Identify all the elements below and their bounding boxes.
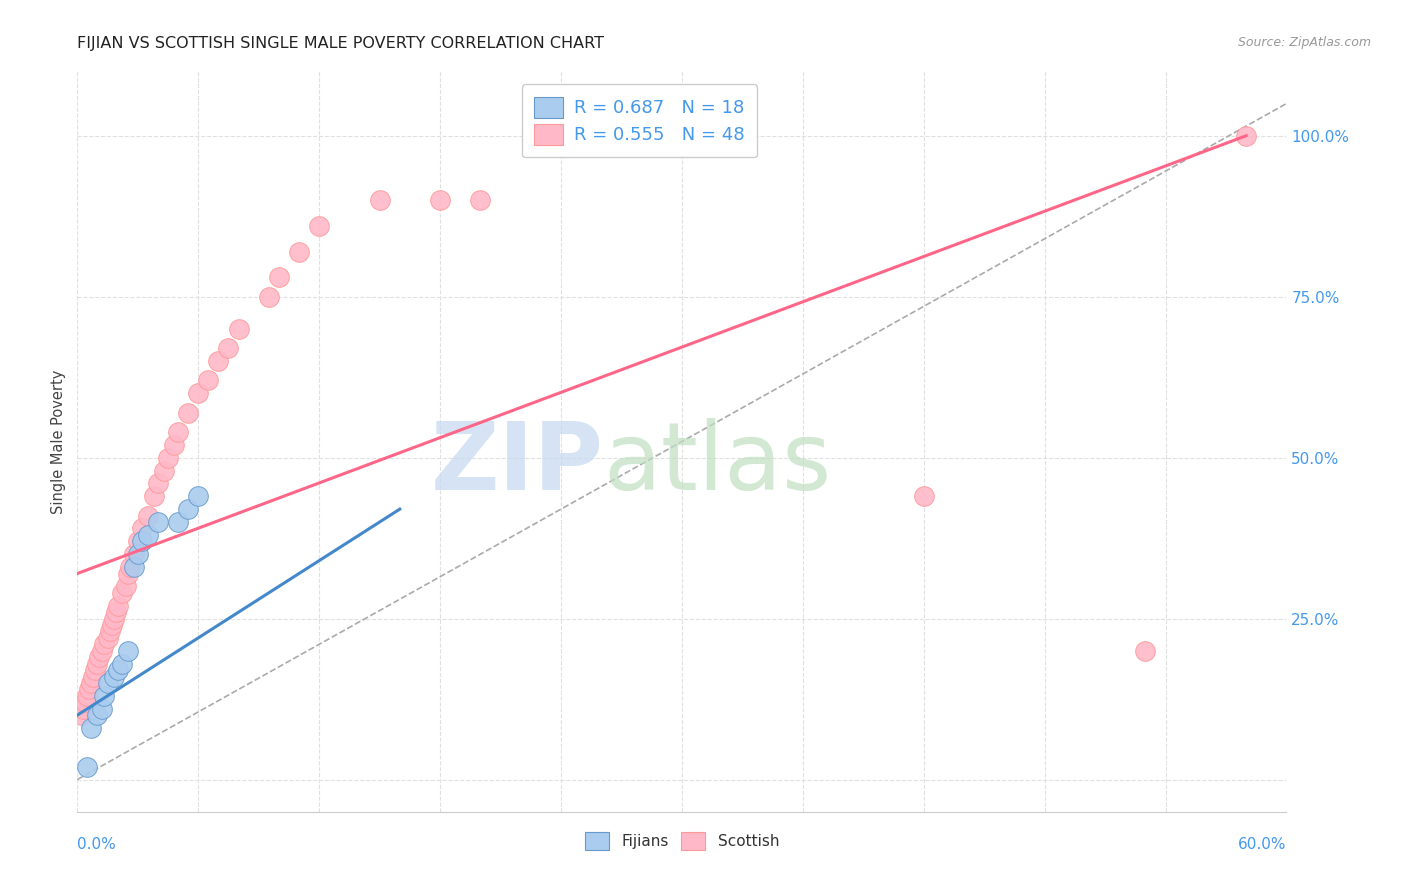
Point xyxy=(912,489,935,503)
Point xyxy=(167,515,190,529)
Point xyxy=(114,579,136,593)
Point xyxy=(122,547,145,561)
Legend: Fijians, Scottish: Fijians, Scottish xyxy=(579,826,785,856)
Point xyxy=(146,476,169,491)
Point xyxy=(90,702,112,716)
Point xyxy=(142,489,165,503)
Point xyxy=(89,650,111,665)
Point xyxy=(111,586,134,600)
Point xyxy=(80,676,103,690)
Point xyxy=(131,521,153,535)
Point xyxy=(72,702,94,716)
Point xyxy=(96,676,118,690)
Point xyxy=(96,631,118,645)
Point xyxy=(187,489,209,503)
Point xyxy=(86,657,108,671)
Text: 0.0%: 0.0% xyxy=(77,837,117,852)
Point xyxy=(118,560,141,574)
Point xyxy=(90,644,112,658)
Point xyxy=(177,502,200,516)
Text: atlas: atlas xyxy=(603,417,831,509)
Point xyxy=(136,508,159,523)
Point xyxy=(93,637,115,651)
Point xyxy=(107,663,129,677)
Point xyxy=(100,618,122,632)
Point xyxy=(79,682,101,697)
Point xyxy=(470,193,492,207)
Text: FIJIAN VS SCOTTISH SINGLE MALE POVERTY CORRELATION CHART: FIJIAN VS SCOTTISH SINGLE MALE POVERTY C… xyxy=(77,36,605,51)
Point xyxy=(122,560,145,574)
Point xyxy=(70,708,93,723)
Point xyxy=(1234,128,1257,143)
Point xyxy=(93,689,115,703)
Point xyxy=(163,438,186,452)
Point xyxy=(117,644,139,658)
Point xyxy=(117,566,139,581)
Point xyxy=(187,386,209,401)
Point xyxy=(429,193,451,207)
Point xyxy=(111,657,134,671)
Point xyxy=(146,515,169,529)
Point xyxy=(127,547,149,561)
Point xyxy=(75,695,97,709)
Point xyxy=(368,193,391,207)
Point xyxy=(76,689,98,703)
Point xyxy=(107,599,129,613)
Text: Source: ZipAtlas.com: Source: ZipAtlas.com xyxy=(1237,36,1371,49)
Point xyxy=(267,270,290,285)
Text: 60.0%: 60.0% xyxy=(1239,837,1286,852)
Y-axis label: Single Male Poverty: Single Male Poverty xyxy=(51,369,66,514)
Point xyxy=(98,624,121,639)
Point xyxy=(197,373,219,387)
Point xyxy=(153,463,176,477)
Point xyxy=(127,534,149,549)
Point xyxy=(308,219,330,233)
Point xyxy=(157,450,180,465)
Point xyxy=(177,406,200,420)
Point xyxy=(136,528,159,542)
Point xyxy=(80,721,103,735)
Point xyxy=(86,708,108,723)
Point xyxy=(103,669,125,683)
Point xyxy=(82,669,104,683)
Point xyxy=(228,322,250,336)
Point xyxy=(207,354,229,368)
Point xyxy=(131,534,153,549)
Point xyxy=(1135,644,1157,658)
Point xyxy=(76,759,98,773)
Point xyxy=(218,341,240,355)
Text: ZIP: ZIP xyxy=(430,417,603,509)
Point xyxy=(103,611,125,625)
Point xyxy=(288,244,311,259)
Point xyxy=(104,605,127,619)
Point xyxy=(84,663,107,677)
Point xyxy=(257,290,280,304)
Point xyxy=(167,425,190,439)
